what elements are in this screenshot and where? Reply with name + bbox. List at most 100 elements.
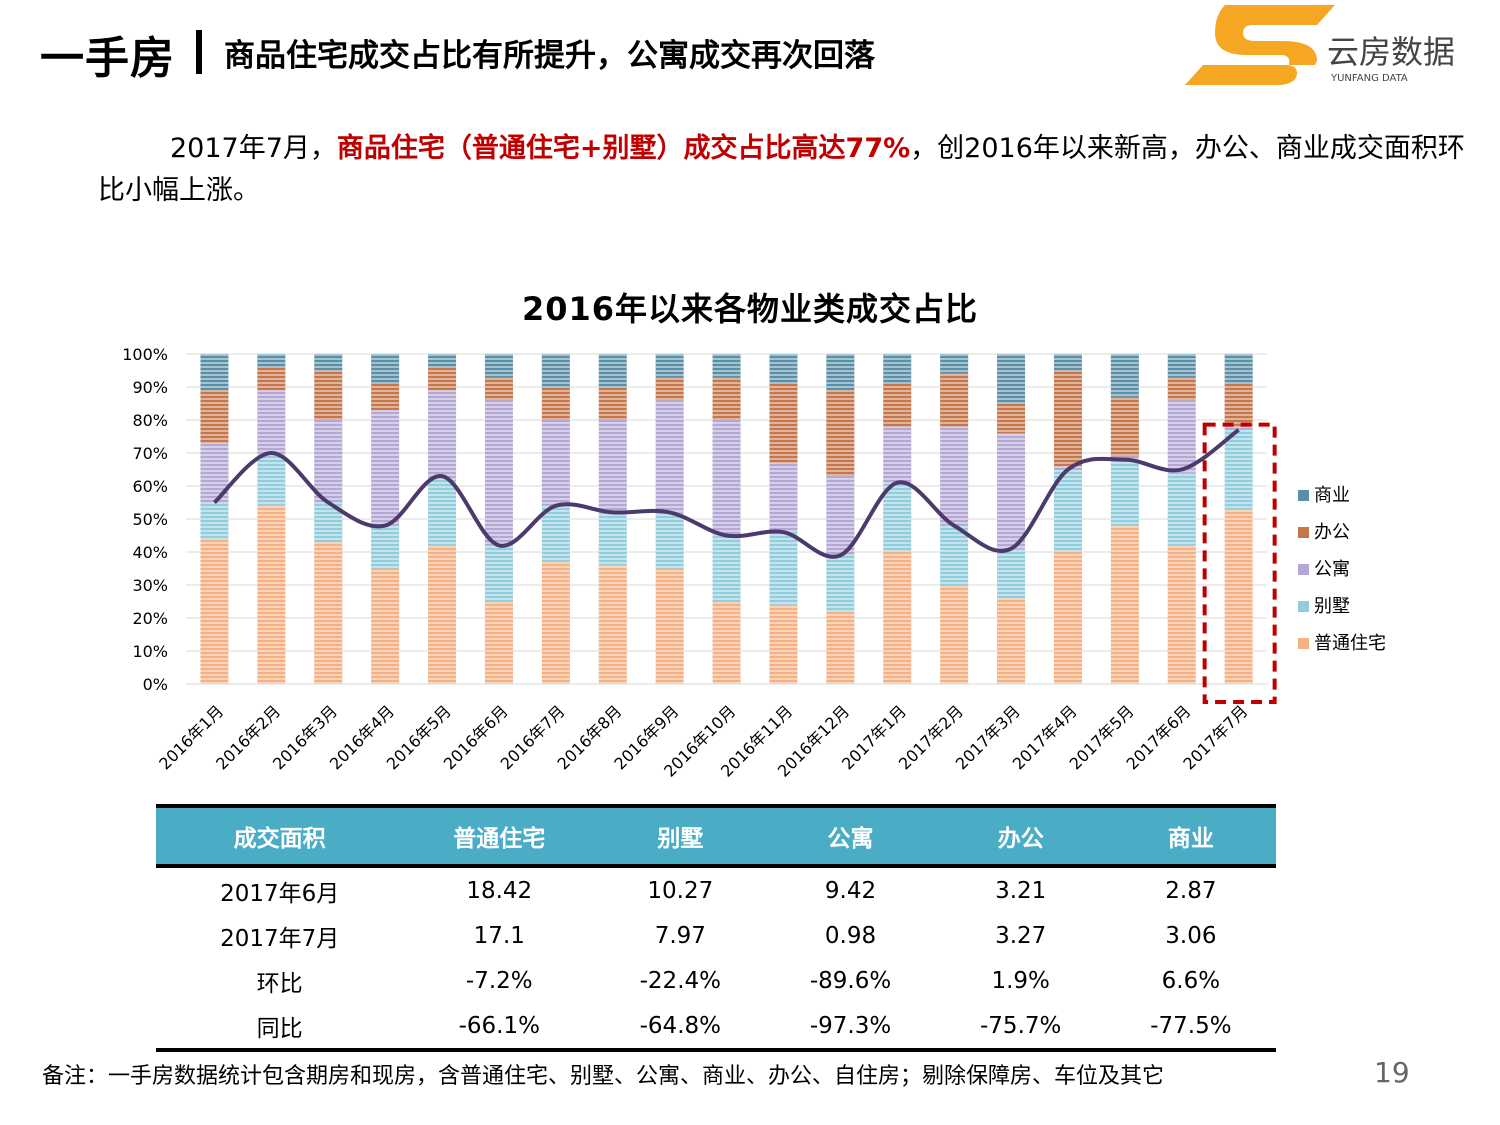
logo-mark-bottom [1185,65,1297,85]
bar-segment-texture [655,377,684,401]
bar-segment-texture [883,552,912,684]
legend-label: 公寓 [1314,559,1350,580]
bar-segment-texture [598,565,627,684]
bar-segment-texture [1167,377,1196,401]
bar-segment-texture [484,354,513,378]
bar-segment-texture [200,538,229,684]
bar-segment-texture [997,598,1026,684]
bar-segment-texture [371,410,400,526]
table-cell: 17.1 [473,922,525,949]
legend-label: 商业 [1314,485,1350,506]
y-tick-label: 90% [132,378,168,397]
bar-segment-texture [712,354,741,378]
table-cell: -66.1% [403,1003,596,1052]
bar-segment-texture [1110,459,1139,526]
table-cell: -7.2% [465,967,533,994]
table-cell: -89.6% [809,967,892,994]
bar-segment-texture [1167,545,1196,684]
bar-segment-texture [1053,469,1082,552]
bar-segment-texture [541,561,570,684]
bar-segment-texture [371,525,400,569]
table-cell: 同比 [156,1003,404,1052]
bar-segment-texture [257,367,286,391]
y-tick-label: 60% [132,477,168,496]
bar-segment-texture [997,433,1026,549]
table-cell: 18.42 [466,877,533,904]
bar-segment-texture [712,601,741,684]
bar-segment-texture [940,373,969,427]
legend-swatch [1298,527,1309,538]
bar-segment-texture [428,479,457,546]
bar-segment-texture [769,604,798,684]
table-cell: 3.21 [995,877,1047,904]
table-cell: 3.06 [1165,922,1217,949]
logo-sub: YUNFANG DATA [1330,73,1408,84]
bar-segment-texture [769,383,798,463]
bar-segment-texture [1167,354,1196,378]
intro-paragraph: 2017年7月，商品住宅（普通住宅+别墅）成交占比高达77%，创2016年以来新… [98,128,1468,212]
table-cell: -75.7% [935,1003,1106,1052]
title-divider [196,30,202,74]
legend-swatch [1298,490,1309,501]
legend-swatch [1298,601,1309,612]
intro-highlight: 商品住宅（普通住宅+别墅）成交占比高达77% [336,133,911,164]
bar-segment-texture [484,400,513,546]
bar-segment-texture [598,354,627,387]
bar-segment-texture [940,354,969,374]
table-cell: 0.98 [824,922,877,949]
stacked-bar-chart: 0%10%20%30%40%50%60%70%80%90%100%2016年1月… [122,345,1386,781]
bar-segment-texture [1053,370,1082,467]
legend-label: 办公 [1314,522,1350,543]
bar-segment-texture [257,505,286,684]
bar-segment-texture [826,611,855,684]
bar-segment-texture [598,387,627,420]
bar-segment-texture [200,354,229,391]
bar-segment-texture [428,545,457,684]
y-tick-label: 80% [132,411,168,430]
bar-segment-texture [371,383,400,411]
y-tick-label: 40% [132,543,168,562]
logo-name: 云房数据 [1327,33,1455,71]
bar-segment-texture [314,420,343,503]
bar-segment-texture [484,377,513,401]
bar-segment-texture [712,535,741,602]
bar-segment-texture [541,505,570,562]
table-cell: 10.27 [647,877,714,904]
table-cell: 1.9% [991,967,1050,994]
page-number: 19 [1374,1056,1410,1089]
bar-segment-texture [883,383,912,427]
bar-segment-texture [541,387,570,420]
bar-segment-texture [1110,396,1139,457]
footnote: 备注：一手房数据统计包含期房和现房，含普通住宅、别墅、公寓、商业、办公、自住房；… [42,1064,1165,1089]
bar-segment-texture [883,354,912,384]
bar-segment-texture [257,354,286,368]
bar-segment-texture [314,354,343,371]
bar-segment-texture [1110,354,1139,397]
bar-segment-texture [940,585,969,684]
bar-segment-texture [541,354,570,387]
bar-segment-texture [428,367,457,391]
bar-segment-texture [655,354,684,378]
table-cell: 6.6% [1161,967,1221,994]
bar-segment-texture [826,555,855,612]
legend-swatch [1298,564,1309,575]
table-row: 环比 -7.2% -22.4% -89.6% 1.9% 6.6% [156,958,1276,1003]
table-row: 2017年6月 18.42 10.27 9.42 3.21 2.87 [156,866,1276,913]
y-tick-label: 20% [132,609,168,628]
bar-segment-texture [598,512,627,566]
bar-segment-texture [712,420,741,536]
table-cell: -64.8% [595,1003,766,1052]
y-tick-label: 100% [122,345,168,364]
table-row: 同比 -66.1% -64.8% -97.3% -75.7% -77.5% [156,1003,1276,1052]
bar-segment-texture [428,354,457,368]
transaction-area-table: 成交面积 普通住宅 别墅 公寓 办公 商业 2017年6月 18.42 10.2… [156,804,1276,1052]
table-row: 2017年7月 17.1 7.97 0.98 3.27 3.06 [156,913,1276,958]
bar-segment-texture [1167,400,1196,473]
bar-segment-texture [314,542,343,684]
bar-segment-texture [1053,354,1082,371]
table-cell: 环比 [256,970,303,997]
bar-segment-texture [1224,429,1253,510]
bar-segment-texture [1224,354,1253,384]
table-cell: 2017年6月 [220,880,340,907]
bar-segment-texture [655,400,684,513]
